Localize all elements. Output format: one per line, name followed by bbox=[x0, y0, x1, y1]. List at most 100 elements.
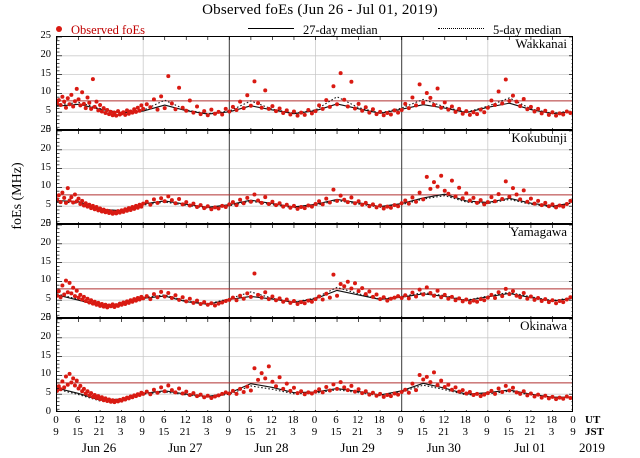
panel-frame bbox=[56, 318, 573, 412]
station-panel-okinawa: Okinawa bbox=[56, 318, 573, 412]
x-tick-jst: 9 bbox=[484, 426, 490, 438]
x-tick-group: 12 21 bbox=[343, 414, 373, 438]
x-tick-group: 18 3 bbox=[278, 414, 308, 438]
x-tick-group: 6 15 bbox=[321, 414, 351, 438]
y-tick-label: 15 bbox=[40, 349, 52, 361]
x-tick-ut: 6 bbox=[505, 414, 512, 426]
x-tick-group: 6 15 bbox=[149, 414, 179, 438]
x-tick-ut: 0 bbox=[225, 414, 232, 426]
station-panel-wakkanai: Wakkanai bbox=[56, 36, 573, 130]
y-tick-label: 20 bbox=[40, 48, 52, 60]
x-tick-jst: 21 bbox=[265, 426, 277, 438]
jst-unit-label: JST bbox=[585, 426, 604, 438]
x-tick-jst: 21 bbox=[93, 426, 105, 438]
legend-label-median27: 27-day median bbox=[303, 23, 378, 38]
y-tick-label: 10 bbox=[40, 180, 52, 192]
x-tick-jst: 21 bbox=[438, 426, 450, 438]
y-tick-label: 10 bbox=[40, 274, 52, 286]
y-tick-label: 10 bbox=[40, 86, 52, 98]
x-tick-jst: 9 bbox=[570, 426, 576, 438]
x-tick-group: 12 21 bbox=[170, 414, 200, 438]
x-day-label: Jul 01 bbox=[514, 440, 546, 455]
x-tick-ut: 18 bbox=[201, 414, 213, 426]
x-tick-ut: 12 bbox=[352, 414, 364, 426]
x-tick-group: 12 21 bbox=[429, 414, 459, 438]
y-tick-label: 20 bbox=[40, 142, 52, 154]
x-tick-ut: 12 bbox=[179, 414, 191, 426]
legend-item-observed: Observed foEs bbox=[56, 21, 145, 37]
station-label: Kokubunji bbox=[511, 130, 567, 145]
x-day-label: Jun 30 bbox=[426, 440, 461, 455]
station-label: Okinawa bbox=[520, 318, 567, 333]
x-tick-ut: 0 bbox=[570, 414, 576, 426]
x-tick-jst: 9 bbox=[225, 426, 232, 438]
legend-item-median27: 27-day median bbox=[248, 21, 378, 37]
y-tick-label: 5 bbox=[45, 293, 51, 305]
x-tick-ut: 0 bbox=[397, 414, 404, 426]
x-tick-group: 6 15 bbox=[493, 414, 523, 438]
y-tick-label: 20 bbox=[40, 236, 52, 248]
y-axis-label: foEs (MHz) bbox=[10, 162, 25, 230]
y-tick-label: 25 bbox=[40, 124, 52, 135]
station-panel-yamagawa: Yamagawa bbox=[56, 224, 573, 318]
x-tick-group: 18 3 bbox=[536, 414, 566, 438]
x-tick-group: 6 15 bbox=[63, 414, 93, 438]
x-tick-jst: 15 bbox=[244, 426, 256, 438]
x-tick-ut: 12 bbox=[438, 414, 450, 426]
x-tick-ut: 0 bbox=[53, 414, 59, 426]
x-tick-jst: 15 bbox=[502, 426, 514, 438]
y-tick-label: 25 bbox=[40, 30, 52, 41]
x-tick-jst: 3 bbox=[462, 426, 469, 438]
x-tick-ut: 18 bbox=[115, 414, 127, 426]
dotted-line-icon bbox=[438, 28, 484, 30]
x-tick-jst: 15 bbox=[416, 426, 428, 438]
y-tick-label: 25 bbox=[40, 218, 52, 229]
x-day-label: Jun 28 bbox=[254, 440, 289, 455]
x-tick-group: 18 3 bbox=[364, 414, 394, 438]
x-tick-ut: 12 bbox=[93, 414, 105, 426]
x-tick-ut: 6 bbox=[247, 414, 253, 426]
x-tick-jst: 9 bbox=[397, 426, 404, 438]
observed-marker-icon bbox=[56, 26, 62, 33]
x-tick-ut: 6 bbox=[333, 414, 339, 426]
y-tick-label: 15 bbox=[40, 67, 52, 79]
panel-frame bbox=[56, 130, 573, 224]
y-tick-label: 5 bbox=[45, 387, 51, 399]
x-tick-ut: 18 bbox=[459, 414, 471, 426]
y-tick-label: 25 bbox=[40, 312, 52, 323]
axis-units-corner: UT JST bbox=[585, 414, 604, 438]
y-tick-label: 0 bbox=[45, 312, 51, 323]
station-label: Wakkanai bbox=[515, 36, 567, 51]
x-tick-group: 18 3 bbox=[192, 414, 222, 438]
y-tick-label: 10 bbox=[40, 368, 52, 380]
y-tick-label: 0 bbox=[45, 124, 51, 135]
x-tick-jst: 9 bbox=[311, 426, 318, 438]
x-tick-ut: 0 bbox=[484, 414, 490, 426]
x-tick-ut: 6 bbox=[160, 414, 167, 426]
x-tick-group: 12 21 bbox=[256, 414, 286, 438]
x-tick-ut: 12 bbox=[265, 414, 277, 426]
panel-frame bbox=[56, 224, 573, 318]
plot-stack: Wakkanai Kokubunji Yamagawa Okinawa bbox=[56, 36, 573, 412]
x-day-label: Jun 26 bbox=[81, 440, 117, 455]
x-tick-jst: 15 bbox=[72, 426, 84, 438]
x-tick-ut: 12 bbox=[524, 414, 536, 426]
legend-item-median5: 5-day median bbox=[438, 21, 561, 37]
ut-unit-label: UT bbox=[585, 414, 601, 426]
x-tick-jst: 21 bbox=[524, 426, 536, 438]
x-day-label: Jun 27 bbox=[168, 440, 203, 455]
x-day-label: Jun 29 bbox=[340, 440, 375, 455]
x-tick-group: 12 21 bbox=[515, 414, 545, 438]
x-tick-group: 18 3 bbox=[106, 414, 136, 438]
y-tick-label: 5 bbox=[45, 199, 51, 211]
y-tick-label: 0 bbox=[45, 406, 51, 417]
x-tick-jst: 3 bbox=[117, 426, 124, 438]
x-tick-group: 6 15 bbox=[407, 414, 437, 438]
x-tick-ut: 18 bbox=[287, 414, 299, 426]
y-axis-tick-labels: 0 5 10 15 20 25 0 5 10 15 20 25 0 5 10 15 20 25 0 5 10 15 20 25 bbox=[0, 30, 56, 417]
